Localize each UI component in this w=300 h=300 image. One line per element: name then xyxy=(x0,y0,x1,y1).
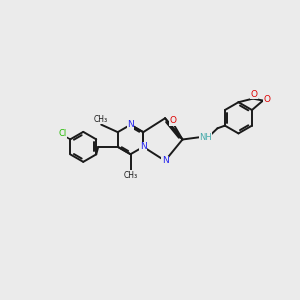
Text: Cl: Cl xyxy=(59,129,67,138)
Text: CH₃: CH₃ xyxy=(93,115,107,124)
Text: O: O xyxy=(264,95,271,104)
Text: N: N xyxy=(127,120,134,129)
Text: NH: NH xyxy=(199,133,212,142)
Text: CH₃: CH₃ xyxy=(123,171,138,180)
Text: O: O xyxy=(250,90,257,99)
Text: O: O xyxy=(169,116,177,125)
Text: N: N xyxy=(162,156,169,165)
Text: N: N xyxy=(140,142,147,152)
